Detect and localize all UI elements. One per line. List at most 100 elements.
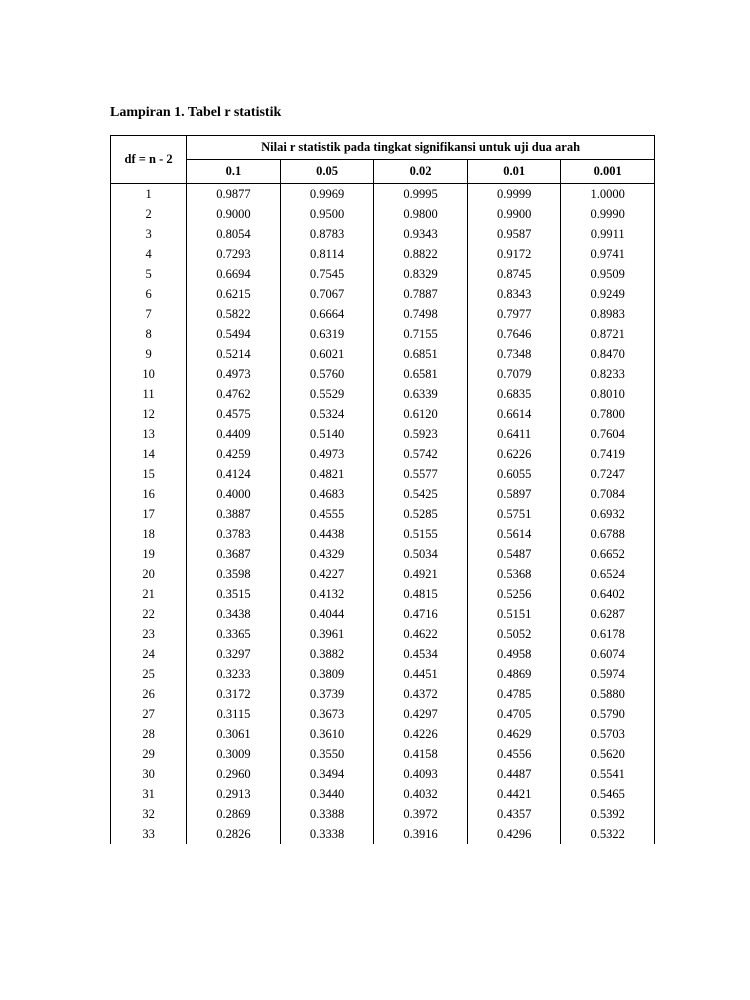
- table-cell: 0.6835: [467, 384, 561, 404]
- table-cell: 0.6055: [467, 464, 561, 484]
- table-cell: 0.3882: [280, 644, 374, 664]
- table-cell: 0.3598: [187, 564, 281, 584]
- table-cell: 0.6021: [280, 344, 374, 364]
- table-row: 30.80540.87830.93430.95870.9911: [111, 224, 655, 244]
- table-row: 20.90000.95000.98000.99000.9990: [111, 204, 655, 224]
- table-cell: 0.3515: [187, 584, 281, 604]
- table-row: 70.58220.66640.74980.79770.8983: [111, 304, 655, 324]
- table-cell: 0.3440: [280, 784, 374, 804]
- table-cell: 0.4158: [374, 744, 468, 764]
- table-row: 100.49730.57600.65810.70790.8233: [111, 364, 655, 384]
- table-cell: 0.7604: [561, 424, 655, 444]
- table-row: 90.52140.60210.68510.73480.8470: [111, 344, 655, 364]
- table-row: 40.72930.81140.88220.91720.9741: [111, 244, 655, 264]
- table-cell: 8: [111, 324, 187, 344]
- table-cell: 0.7646: [467, 324, 561, 344]
- table-cell: 0.5034: [374, 544, 468, 564]
- table-cell: 0.3297: [187, 644, 281, 664]
- table-row: 230.33650.39610.46220.50520.6178: [111, 624, 655, 644]
- table-cell: 7: [111, 304, 187, 324]
- table-row: 220.34380.40440.47160.51510.6287: [111, 604, 655, 624]
- table-cell: 0.3687: [187, 544, 281, 564]
- table-cell: 0.3115: [187, 704, 281, 724]
- table-cell: 0.4329: [280, 544, 374, 564]
- header-df: df = n - 2: [111, 136, 187, 184]
- table-cell: 0.4921: [374, 564, 468, 584]
- table-cell: 0.9911: [561, 224, 655, 244]
- table-cell: 0.4000: [187, 484, 281, 504]
- sig-col-1: 0.05: [280, 160, 374, 184]
- table-cell: 0.7247: [561, 464, 655, 484]
- table-cell: 0.4973: [280, 444, 374, 464]
- table-cell: 0.7498: [374, 304, 468, 324]
- table-row: 240.32970.38820.45340.49580.6074: [111, 644, 655, 664]
- table-cell: 0.5529: [280, 384, 374, 404]
- table-cell: 1: [111, 184, 187, 205]
- table-cell: 0.8745: [467, 264, 561, 284]
- sig-col-3: 0.01: [467, 160, 561, 184]
- table-cell: 0.3739: [280, 684, 374, 704]
- table-cell: 16: [111, 484, 187, 504]
- table-cell: 0.4716: [374, 604, 468, 624]
- table-cell: 9: [111, 344, 187, 364]
- table-cell: 0.4534: [374, 644, 468, 664]
- table-cell: 0.4259: [187, 444, 281, 464]
- table-cell: 0.9509: [561, 264, 655, 284]
- table-cell: 0.4296: [467, 824, 561, 844]
- sig-col-4: 0.001: [561, 160, 655, 184]
- table-cell: 0.9500: [280, 204, 374, 224]
- table-cell: 29: [111, 744, 187, 764]
- table-cell: 0.4821: [280, 464, 374, 484]
- sig-col-0: 0.1: [187, 160, 281, 184]
- table-cell: 0.6339: [374, 384, 468, 404]
- table-cell: 0.9249: [561, 284, 655, 304]
- table-cell: 0.9000: [187, 204, 281, 224]
- table-cell: 0.7419: [561, 444, 655, 464]
- table-cell: 0.4762: [187, 384, 281, 404]
- table-body: 10.98770.99690.99950.99991.000020.90000.…: [111, 184, 655, 845]
- table-cell: 0.9995: [374, 184, 468, 205]
- table-cell: 4: [111, 244, 187, 264]
- table-cell: 0.8114: [280, 244, 374, 264]
- table-cell: 0.8470: [561, 344, 655, 364]
- table-cell: 0.6319: [280, 324, 374, 344]
- table-row: 120.45750.53240.61200.66140.7800: [111, 404, 655, 424]
- table-row: 260.31720.37390.43720.47850.5880: [111, 684, 655, 704]
- table-cell: 0.4132: [280, 584, 374, 604]
- table-cell: 0.5703: [561, 724, 655, 744]
- table-cell: 0.4815: [374, 584, 468, 604]
- table-cell: 0.5974: [561, 664, 655, 684]
- table-cell: 3: [111, 224, 187, 244]
- table-cell: 0.5923: [374, 424, 468, 444]
- table-cell: 0.6120: [374, 404, 468, 424]
- table-cell: 23: [111, 624, 187, 644]
- table-cell: 0.7977: [467, 304, 561, 324]
- table-cell: 15: [111, 464, 187, 484]
- table-cell: 0.4227: [280, 564, 374, 584]
- table-cell: 6: [111, 284, 187, 304]
- table-cell: 10: [111, 364, 187, 384]
- table-cell: 0.2826: [187, 824, 281, 844]
- table-cell: 14: [111, 444, 187, 464]
- table-cell: 0.3916: [374, 824, 468, 844]
- table-cell: 0.4683: [280, 484, 374, 504]
- table-cell: 0.6694: [187, 264, 281, 284]
- table-row: 250.32330.38090.44510.48690.5974: [111, 664, 655, 684]
- table-row: 200.35980.42270.49210.53680.6524: [111, 564, 655, 584]
- table-row: 170.38870.45550.52850.57510.6932: [111, 504, 655, 524]
- table-row: 80.54940.63190.71550.76460.8721: [111, 324, 655, 344]
- table-cell: 0.6614: [467, 404, 561, 424]
- table-cell: 0.8822: [374, 244, 468, 264]
- table-cell: 0.8783: [280, 224, 374, 244]
- table-cell: 0.5368: [467, 564, 561, 584]
- table-cell: 0.9343: [374, 224, 468, 244]
- table-cell: 12: [111, 404, 187, 424]
- table-cell: 0.6178: [561, 624, 655, 644]
- table-cell: 22: [111, 604, 187, 624]
- table-cell: 0.3887: [187, 504, 281, 524]
- table-cell: 26: [111, 684, 187, 704]
- table-cell: 0.5541: [561, 764, 655, 784]
- table-row: 290.30090.35500.41580.45560.5620: [111, 744, 655, 764]
- table-cell: 0.4044: [280, 604, 374, 624]
- table-cell: 0.4032: [374, 784, 468, 804]
